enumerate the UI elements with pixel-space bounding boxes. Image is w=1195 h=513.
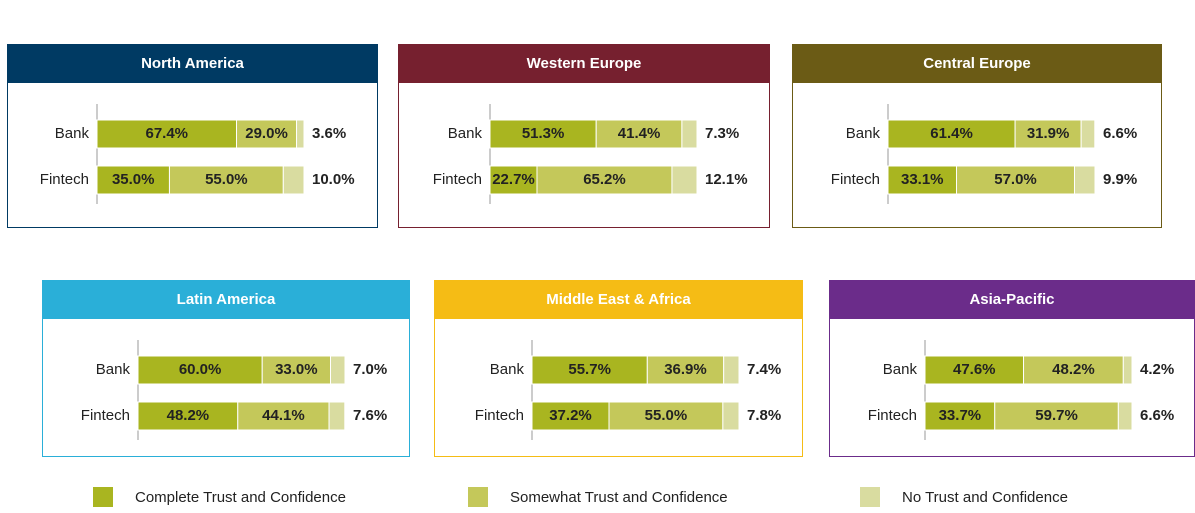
panel-title: Central Europe: [923, 55, 1031, 72]
category-label: Bank: [490, 361, 525, 378]
value-label: 41.4%: [618, 125, 661, 142]
bar-segment: [671, 165, 698, 195]
panel-header: [398, 44, 770, 83]
bar-segment: [531, 355, 648, 385]
bar-segment: [330, 355, 346, 385]
bar-segment: [489, 119, 597, 149]
category-label: Fintech: [81, 407, 130, 424]
value-label: 51.3%: [522, 125, 565, 142]
value-label: 29.0%: [245, 125, 288, 142]
panel-header: [42, 280, 410, 319]
value-label: 33.1%: [901, 171, 944, 188]
value-label: 55.0%: [205, 171, 248, 188]
bar-segment: [994, 401, 1119, 431]
bar-segment: [1122, 355, 1133, 385]
bar-segment: [96, 165, 170, 195]
legend-swatch: [468, 487, 488, 507]
value-label: 33.0%: [275, 361, 318, 378]
category-label: Fintech: [40, 171, 89, 188]
category-label: Bank: [448, 125, 483, 142]
value-label: 31.9%: [1027, 125, 1070, 142]
value-label: 12.1%: [705, 171, 748, 188]
category-label: Fintech: [868, 407, 917, 424]
value-label: 9.9%: [1103, 171, 1137, 188]
bar-segment: [137, 401, 239, 431]
value-label: 37.2%: [549, 407, 592, 424]
value-label: 67.4%: [145, 125, 188, 142]
panel-header: [792, 44, 1162, 83]
value-label: 48.2%: [1052, 361, 1095, 378]
value-label: 7.3%: [705, 125, 739, 142]
legend-label: Somewhat Trust and Confidence: [510, 489, 728, 506]
value-label: 22.7%: [492, 171, 535, 188]
value-label: 61.4%: [930, 125, 973, 142]
category-label: Bank: [96, 361, 131, 378]
bar-segment: [1074, 165, 1096, 195]
value-label: 7.6%: [353, 407, 387, 424]
value-label: 6.6%: [1140, 407, 1174, 424]
bar-segment: [296, 119, 305, 149]
bar-segment: [924, 355, 1025, 385]
bar-segment: [1014, 119, 1082, 149]
bar-segment: [887, 165, 958, 195]
value-label: 10.0%: [312, 171, 355, 188]
bar-segment: [723, 355, 740, 385]
value-label: 35.0%: [112, 171, 155, 188]
bar-segment: [722, 401, 740, 431]
bar-segment: [595, 119, 683, 149]
legend-swatch: [93, 487, 113, 507]
bar-segment: [236, 119, 298, 149]
bar-segment: [1023, 355, 1124, 385]
panel-title: Middle East & Africa: [546, 291, 691, 308]
panel-title: North America: [141, 55, 244, 72]
bar-segment: [608, 401, 724, 431]
value-label: 65.2%: [583, 171, 626, 188]
value-label: 47.6%: [953, 361, 996, 378]
value-label: 59.7%: [1035, 407, 1078, 424]
value-label: 7.8%: [747, 407, 781, 424]
value-label: 60.0%: [179, 361, 222, 378]
value-label: 33.7%: [939, 407, 982, 424]
bar-segment: [924, 401, 996, 431]
value-label: 57.0%: [994, 171, 1037, 188]
value-label: 4.2%: [1140, 361, 1174, 378]
panel-title: Asia-Pacific: [969, 291, 1054, 308]
bar-segment: [646, 355, 725, 385]
panel-header: [434, 280, 803, 319]
category-label: Bank: [55, 125, 90, 142]
panel-header: [829, 280, 1195, 319]
value-label: 55.0%: [645, 407, 688, 424]
legend-swatch: [860, 487, 880, 507]
bar-segment: [282, 165, 305, 195]
value-label: 3.6%: [312, 125, 346, 142]
category-label: Fintech: [433, 171, 482, 188]
category-label: Bank: [846, 125, 881, 142]
bar-segment: [1080, 119, 1096, 149]
bar-segment: [681, 119, 698, 149]
bar-segment: [956, 165, 1076, 195]
value-label: 55.7%: [568, 361, 611, 378]
value-label: 48.2%: [167, 407, 210, 424]
panel-header: [7, 44, 378, 83]
value-label: 6.6%: [1103, 125, 1137, 142]
bar-segment: [328, 401, 346, 431]
value-label: 7.4%: [747, 361, 781, 378]
bar-segment: [489, 165, 538, 195]
value-label: 7.0%: [353, 361, 387, 378]
bar-segment: [96, 119, 238, 149]
category-label: Fintech: [831, 171, 880, 188]
category-label: Fintech: [475, 407, 524, 424]
panel-title: Latin America: [177, 291, 276, 308]
bar-segment: [1117, 401, 1133, 431]
panel-title: Western Europe: [527, 55, 642, 72]
value-label: 36.9%: [664, 361, 707, 378]
value-label: 44.1%: [262, 407, 305, 424]
category-label: Bank: [883, 361, 918, 378]
legend-label: Complete Trust and Confidence: [135, 489, 346, 506]
bar-segment: [237, 401, 330, 431]
legend-label: No Trust and Confidence: [902, 489, 1068, 506]
bar-segment: [261, 355, 332, 385]
